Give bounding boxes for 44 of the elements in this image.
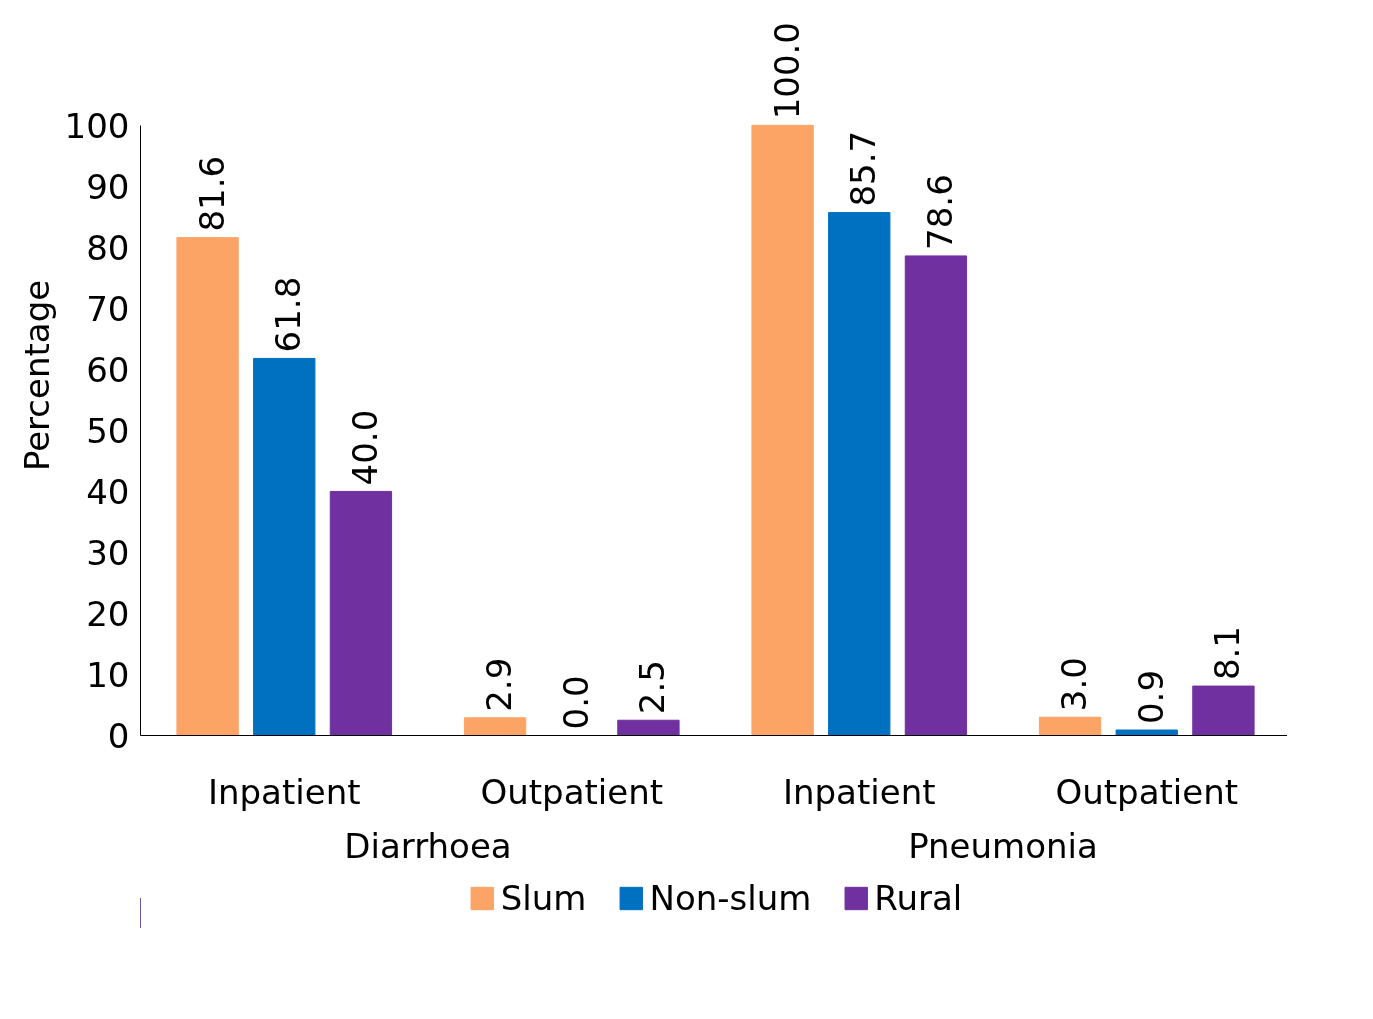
y-tick-label: 90 xyxy=(86,166,130,207)
data-label: 3.0 xyxy=(1054,657,1095,712)
x-tick-label: Outpatient xyxy=(1055,771,1239,812)
data-label: 40.0 xyxy=(344,409,385,486)
bar xyxy=(1192,685,1255,736)
y-tick-label: 30 xyxy=(86,532,130,573)
x-tick-label: Inpatient xyxy=(207,771,361,812)
data-label: 0.9 xyxy=(1130,669,1171,725)
bar xyxy=(176,237,239,736)
legend-label: Non-slum xyxy=(649,878,812,918)
text: Diarrhoea xyxy=(344,825,512,866)
x-tick-label: Outpatient xyxy=(480,771,664,812)
data-label: 8.1 xyxy=(1207,626,1248,681)
y-tick-label: 100 xyxy=(64,105,130,146)
data-label: 2.5 xyxy=(632,660,673,715)
bar xyxy=(1115,729,1178,736)
text: Pneumonia xyxy=(908,825,1098,866)
bar xyxy=(828,212,891,736)
data-label: 78.6 xyxy=(919,174,960,250)
data-label: 61.8 xyxy=(268,276,309,353)
data-label: 100.0 xyxy=(766,21,807,120)
bar xyxy=(329,490,393,736)
legend-label: Slum xyxy=(500,878,587,918)
bar xyxy=(751,124,814,736)
y-tick-label: 20 xyxy=(86,593,130,634)
y-tick-label: 50 xyxy=(86,410,130,451)
y-axis-title: Percentage xyxy=(16,279,57,472)
y-tick-label: 60 xyxy=(86,349,130,390)
x-tick-label: Inpatient xyxy=(782,771,936,812)
data-label: 81.6 xyxy=(191,155,232,232)
y-tick-label: 40 xyxy=(86,471,130,512)
data-label: 85.7 xyxy=(843,130,884,207)
y-tick-label: 80 xyxy=(86,227,130,268)
data-label: 0.0 xyxy=(555,675,596,730)
data-label: 2.9 xyxy=(479,657,520,712)
y-tick-label: 10 xyxy=(86,654,130,695)
bar xyxy=(253,357,316,736)
bar xyxy=(617,719,680,736)
bar xyxy=(463,717,527,736)
bar xyxy=(1038,716,1102,736)
legend-label: Rural xyxy=(874,878,963,918)
y-tick-label: 0 xyxy=(107,716,130,756)
y-tick-label: 70 xyxy=(86,288,130,329)
bar xyxy=(904,255,968,736)
